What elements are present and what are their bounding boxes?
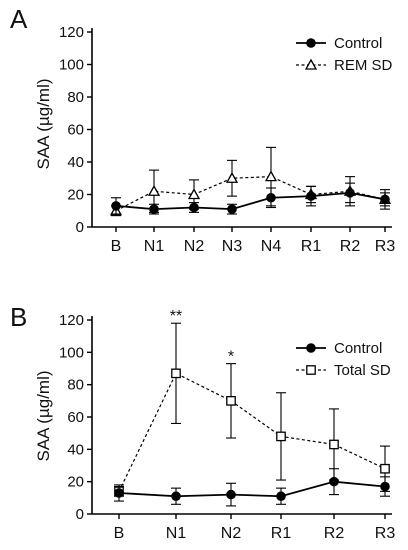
panel-b-y-tick-label: 40: [67, 441, 84, 458]
panel-a-legend-entry-rem-sd-label: REM SD: [334, 57, 393, 74]
panel-a-x-tick-label-r3: R3: [375, 238, 396, 255]
panel-a-legend-entry-control-marker: [306, 38, 316, 48]
panel-b-legend-entry-control-marker: [306, 343, 316, 353]
panel-b-series-control-point: [380, 481, 390, 492]
panel-b-series-total-sd-point: [226, 395, 236, 406]
panel-a-x-tick-label-n2: N2: [184, 238, 205, 255]
panel-a-series-rem-sd-point: [225, 171, 239, 183]
panel-a-series-control-line: [115, 191, 386, 211]
panel-a-legend-entry-rem-sd-marker: [304, 58, 318, 70]
panel-b-significance-marker: **: [170, 308, 182, 325]
panel-b-x-tick-label-r3: R3: [375, 525, 396, 542]
panel-b-legend-entry-total-sd: Total SD: [296, 362, 391, 379]
panel-b-x-tick-label-n2: N2: [221, 525, 242, 542]
panel-b-legend: Control Total SD: [296, 340, 391, 379]
panel-b-series-control: [114, 468, 390, 507]
panel-a-series-control-point: [306, 191, 316, 201]
panel-a-y-tick-label: 100: [59, 57, 84, 74]
panel-a-series-control-point: [266, 192, 276, 203]
panel-b-y-tick-label: 80: [67, 377, 84, 394]
panel-b-series-control-point: [276, 491, 286, 502]
panel-a-series-rem-sd-point: [264, 170, 278, 182]
panel-b-series-control-point: [171, 491, 181, 502]
panel-b-series-total-sd-point: [276, 431, 286, 442]
panel-b-series-control-point: [114, 488, 124, 498]
panel-b: B SAA (µg/ml) 0 20 40 60 80 100 120 B N1 N2 R1 R2 R3…: [10, 302, 395, 542]
panel-b-series-total-sd-point: [329, 439, 339, 450]
panel-a-series-control-point: [111, 201, 121, 211]
panel-b-legend-entry-control-label: Control: [334, 340, 382, 357]
panel-b-series-total-sd-line: [118, 372, 386, 492]
panel-a-y-tick-label: 20: [67, 187, 84, 204]
panel-a-y-tick-label: 0: [76, 219, 84, 236]
panel-a-series-control-point: [380, 194, 390, 205]
panel-b-label: B: [10, 302, 27, 332]
panel-b-y-tick-label: 0: [76, 506, 84, 523]
panel-a-series-rem-sd-point: [147, 184, 161, 196]
panel-a-y-tick-label: 60: [67, 122, 84, 139]
panel-b-y-tick-label: 120: [59, 312, 84, 329]
panel-a-x-tick-label-n3: N3: [222, 238, 243, 255]
panel-a-series-control-point: [345, 188, 355, 198]
panel-a-y-axis-label: SAA (µg/ml): [34, 78, 53, 169]
panel-a-y-tick-label: 120: [59, 24, 84, 41]
panel-a-x-tick-label-n4: N4: [261, 238, 282, 255]
panel-a-y-tick-label: 80: [67, 89, 84, 106]
panel-a-series-control-point: [227, 204, 237, 214]
panel-a-series-control: [111, 182, 390, 215]
panel-a-y-tick-label: 40: [67, 154, 84, 171]
panel-a-series-control-point: [189, 202, 199, 213]
panel-a-series-rem-sd-point: [187, 188, 201, 200]
panel-a-legend-entry-control: Control: [296, 35, 382, 52]
panel-b-legend-entry-total-sd-marker: [306, 365, 316, 375]
panel-b-y-tick-label: 60: [67, 409, 84, 426]
panel-a: A SAA (µg/ml) 0 20 40 60 80 100 120 B N1 N2 N3 N4 R1…: [10, 4, 395, 255]
panel-a-x-tick-label-r2: R2: [340, 238, 361, 255]
panel-b-series-control-line: [118, 480, 386, 498]
panel-a-series-rem-sd-line: [115, 176, 386, 212]
panel-a-plot: 0 20 40 60 80 100 120 B N1 N2 N3 N4 R1 R2 R3 Control REM…: [59, 24, 395, 255]
panel-b-series-total-sd-point: [171, 368, 181, 379]
panel-b-x-tick-label-r1: R1: [271, 525, 292, 542]
panel-a-legend-entry-rem-sd: REM SD: [296, 57, 393, 74]
panel-b-y-tick-label: 20: [67, 474, 84, 491]
panel-b-series-total-sd-point: [380, 463, 390, 474]
panel-a-x-tick-label-r1: R1: [301, 238, 322, 255]
panel-a-series-control-point: [149, 204, 159, 214]
panel-a-legend: Control REM SD: [296, 35, 393, 74]
panel-b-series-control-point: [226, 489, 236, 500]
panel-a-x-tick-label-n1: N1: [144, 238, 165, 255]
panel-a-x-tick-label-b: B: [111, 238, 122, 255]
panel-b-x-tick-label-r2: R2: [324, 525, 345, 542]
panel-a-label: A: [10, 4, 28, 34]
panel-b-y-axis-label: SAA (µg/ml): [34, 370, 53, 461]
panel-b-significance-marker: *: [228, 349, 234, 366]
panel-b-x-tick-label-b: B: [114, 525, 125, 542]
panel-b-x-tick-label-n1: N1: [166, 525, 187, 542]
panel-b-series-control-point: [329, 476, 339, 487]
panel-b-legend-entry-total-sd-label: Total SD: [334, 362, 391, 379]
panel-b-legend-entry-control: Control: [296, 340, 382, 357]
panel-a-legend-entry-control-label: Control: [334, 35, 382, 52]
panel-b-y-tick-label: 100: [59, 344, 84, 361]
